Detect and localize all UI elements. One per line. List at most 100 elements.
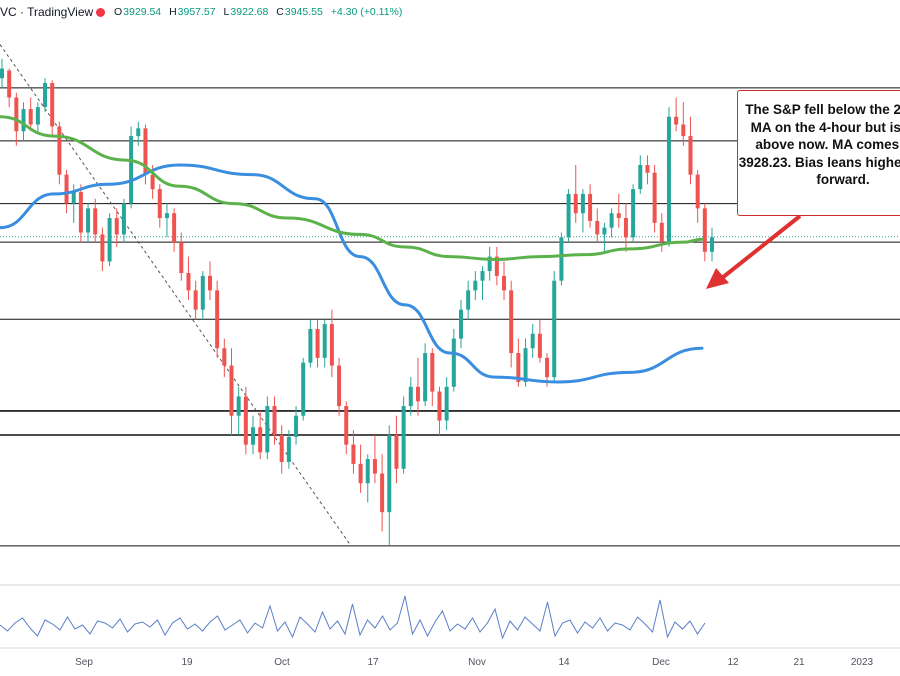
x-tick-label: 19 xyxy=(181,657,193,668)
low-key: L xyxy=(223,6,230,18)
candle-body xyxy=(129,136,134,204)
candle-body xyxy=(258,427,263,453)
candle-body xyxy=(243,396,248,445)
candle-body xyxy=(150,174,155,190)
candle-body xyxy=(236,396,241,416)
x-tick-label: 17 xyxy=(367,657,379,668)
candle-body xyxy=(458,309,463,339)
candle-body xyxy=(272,406,277,435)
symbol-title[interactable]: VC · TradingView xyxy=(0,5,94,19)
candle-body xyxy=(64,174,69,204)
candle-body xyxy=(473,280,478,291)
candle-body xyxy=(301,362,306,416)
open-value: 3929.54 xyxy=(123,6,162,18)
x-axis: Sep 19 Oct 17 Nov 14 Dec 12 21 2023 xyxy=(75,657,873,668)
candle-body xyxy=(21,109,26,132)
candle-body xyxy=(659,222,664,243)
candle-body xyxy=(681,124,686,137)
candle-body xyxy=(437,391,442,421)
candle-body xyxy=(666,116,671,243)
candle-body xyxy=(616,213,621,219)
candle-body xyxy=(688,136,693,175)
candle-body xyxy=(552,280,557,378)
x-tick-label: Nov xyxy=(468,657,486,668)
candle-body xyxy=(401,406,406,469)
candle-body xyxy=(179,242,184,273)
x-tick-label: 12 xyxy=(727,657,739,668)
ma-200-line xyxy=(0,115,704,262)
oscillator-line xyxy=(0,595,706,640)
oscillator-pane xyxy=(0,584,900,649)
candle-body xyxy=(573,193,578,214)
annotation-callout: The S&P fell below the 200 bar MA on the… xyxy=(737,90,900,216)
candle-body xyxy=(251,427,256,445)
candle-body xyxy=(494,256,499,276)
candle-body xyxy=(286,436,291,462)
candle-body xyxy=(645,165,650,173)
candle-body xyxy=(50,83,55,127)
candle-body xyxy=(365,459,370,484)
arrow-shaft xyxy=(720,214,802,280)
candle-body xyxy=(652,172,657,223)
market-status-dot xyxy=(96,8,105,17)
candle-body xyxy=(451,338,456,387)
candle-body xyxy=(702,208,707,252)
candle-body xyxy=(487,256,492,272)
candle-body xyxy=(444,386,449,421)
candle-body xyxy=(157,189,162,219)
candle-body xyxy=(537,333,542,358)
candle-body xyxy=(602,227,607,235)
candle-body xyxy=(559,237,564,281)
candle-body xyxy=(588,193,593,221)
high-key: H xyxy=(169,6,177,18)
candle-body xyxy=(294,415,299,437)
candle-body xyxy=(193,290,198,310)
candle-body xyxy=(71,192,76,204)
candle-body xyxy=(674,116,679,125)
candle-body xyxy=(322,324,327,358)
candle-body xyxy=(580,193,585,214)
candle-body xyxy=(545,357,550,378)
candle-body xyxy=(100,234,105,262)
candle-body xyxy=(229,365,234,416)
candle-body xyxy=(351,444,356,464)
chart-header: VC · TradingView O3929.54 H3957.57 L3922… xyxy=(0,0,900,26)
annotation-text: The S&P fell below the 200 bar MA on the… xyxy=(738,102,900,187)
candle-body xyxy=(631,189,636,238)
high-value: 3957.57 xyxy=(177,6,216,18)
candle-body xyxy=(502,275,507,291)
candle-body xyxy=(43,83,48,108)
moving-averages xyxy=(0,115,704,384)
candle-body xyxy=(215,290,220,349)
x-tick-label: Sep xyxy=(75,657,93,668)
candle-body xyxy=(509,290,514,354)
candle-body xyxy=(466,290,471,310)
close-value: 3945.55 xyxy=(284,6,323,18)
candle-body xyxy=(93,208,98,235)
candle-body xyxy=(14,97,19,132)
candle-body xyxy=(337,365,342,407)
x-tick-label: 2023 xyxy=(851,657,874,668)
candle-body xyxy=(638,165,643,190)
candle-body xyxy=(279,435,284,462)
x-tick-label: Oct xyxy=(274,657,290,668)
open-key: O xyxy=(114,6,123,18)
candle-body xyxy=(387,435,392,513)
candle-body xyxy=(78,192,83,233)
ohlc-readout: O3929.54 H3957.57 L3922.68 C3945.55 +4.3… xyxy=(114,6,407,18)
arrow-head xyxy=(706,268,729,289)
candle-body xyxy=(329,324,334,366)
candle-body xyxy=(530,333,535,349)
candle-body xyxy=(200,275,205,310)
candle-body xyxy=(114,218,119,235)
candle-body xyxy=(143,128,148,175)
x-tick-label: 14 xyxy=(558,657,570,668)
candle-body xyxy=(358,463,363,484)
candle-body xyxy=(7,70,12,98)
candle-body xyxy=(35,107,40,125)
candle-body xyxy=(609,213,614,228)
candle-body xyxy=(372,459,377,474)
candle-body xyxy=(107,218,112,262)
candle-body xyxy=(57,126,62,175)
